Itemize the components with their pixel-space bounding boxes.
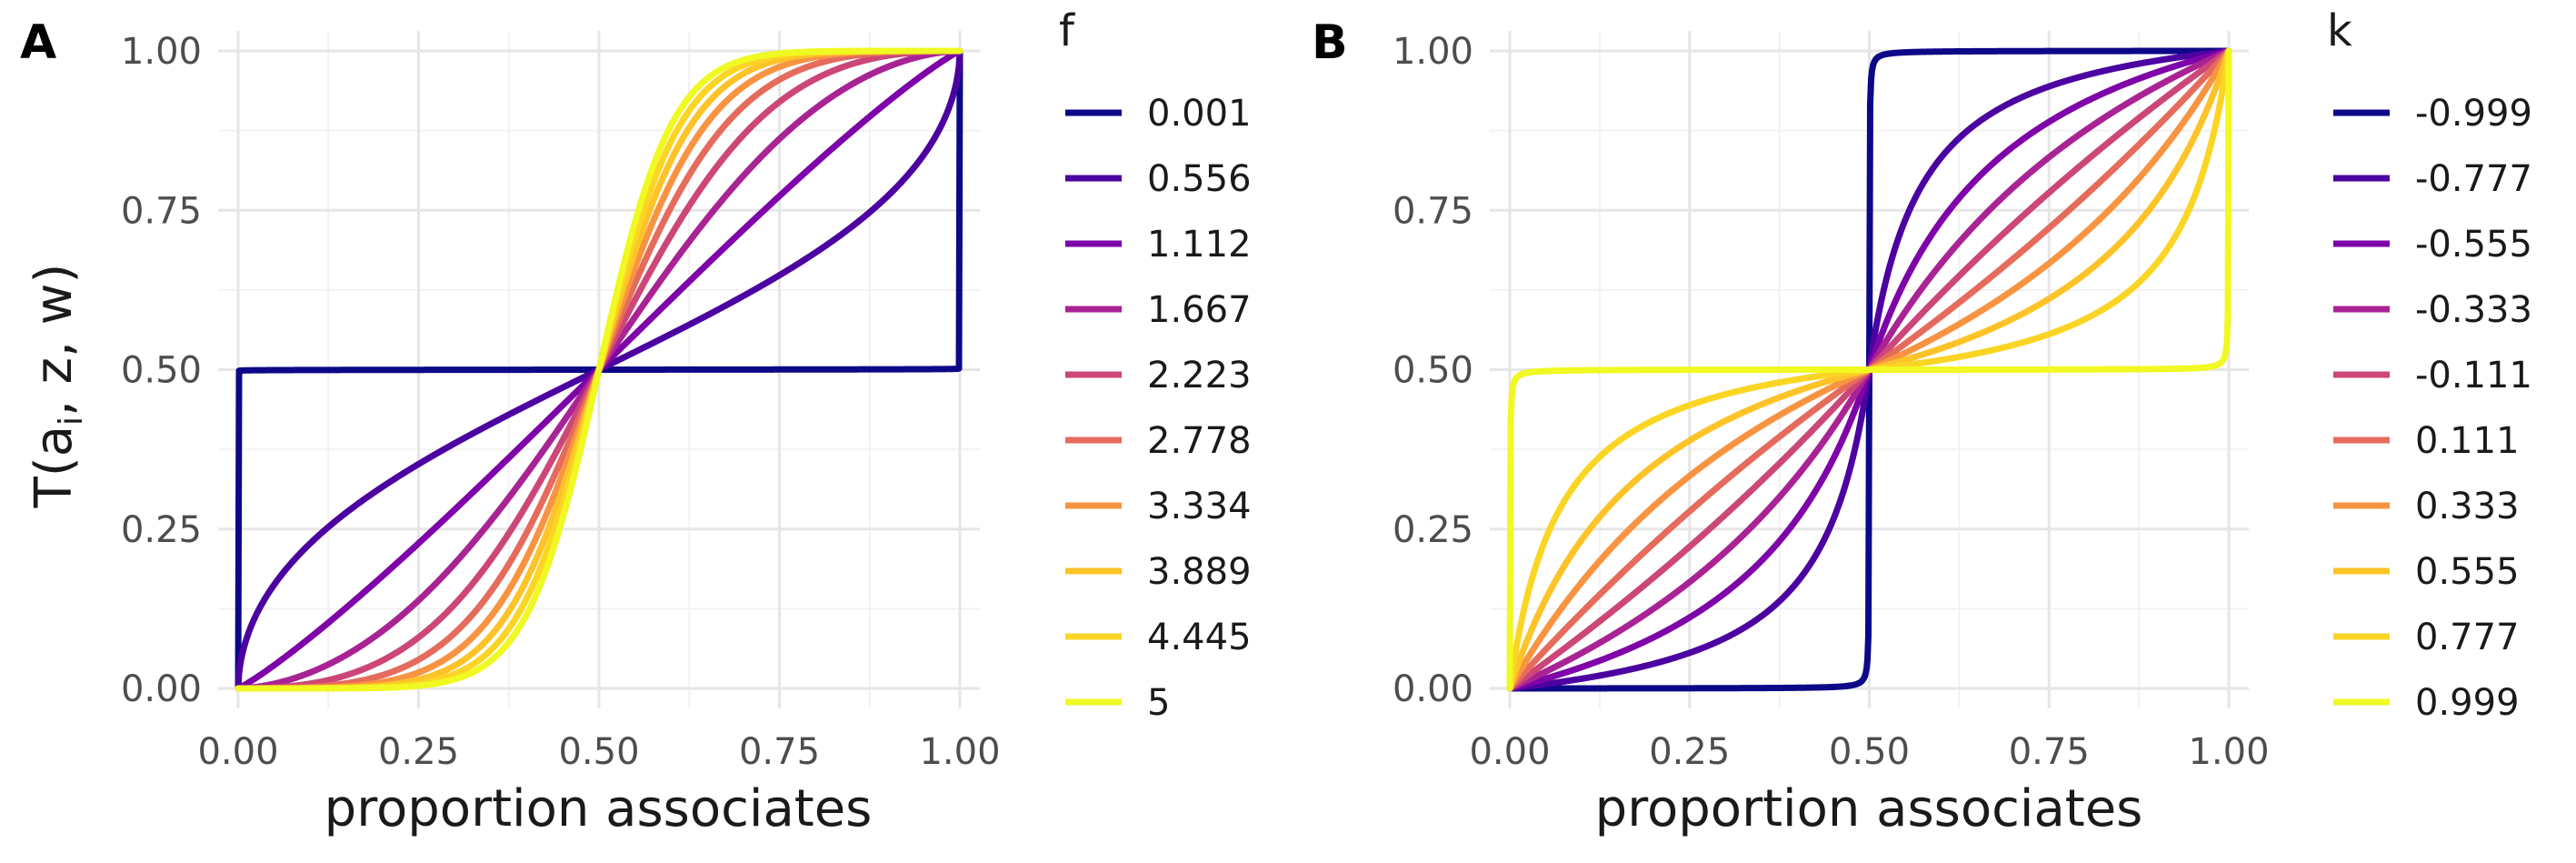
- panel-a-series: [235, 47, 964, 692]
- series-line-5: [235, 47, 964, 692]
- legend-label-0.777: 0.777: [2415, 617, 2520, 658]
- legend-label-5: 5: [1147, 682, 1170, 724]
- panel-b-legend: -0.999 -0.777 -0.555 -0.333 -0.111 0.111 0.333…: [2333, 93, 2532, 724]
- legend-label-3.334: 3.334: [1147, 486, 1252, 527]
- panel-b-y-ticks: 0.00 0.25 0.50 0.75 1.00: [1393, 31, 1473, 710]
- panel-a-y-ticks: 0.00 0.25 0.50 0.75 1.00: [121, 31, 202, 710]
- panel-a-y-axis-title: T(ai, z, w): [25, 264, 90, 509]
- x-tick-label: 0.00: [197, 731, 278, 773]
- y-tick-label: 0.25: [121, 509, 202, 551]
- panel-b-legend-title: k: [2327, 5, 2352, 56]
- legend-label-0.999: 0.999: [2415, 682, 2520, 724]
- y-tick-label: 0.00: [1393, 668, 1473, 710]
- panel-b-series: [1506, 47, 2232, 692]
- y-tick-label: 0.50: [121, 350, 202, 392]
- legend-label-1.112: 1.112: [1147, 224, 1252, 266]
- legend-label--0.999: -0.999: [2415, 93, 2532, 135]
- y-tick-label: 0.00: [121, 668, 202, 710]
- legend-label-2.223: 2.223: [1147, 355, 1252, 396]
- legend-label-4.445: 4.445: [1147, 617, 1252, 658]
- x-tick-label: 1.00: [919, 731, 1000, 773]
- x-tick-label: 1.00: [2188, 731, 2269, 773]
- x-tick-label: 0.75: [739, 731, 820, 773]
- panel-b-x-axis-title: proportion associates: [1595, 779, 2143, 838]
- x-tick-label: 0.75: [2009, 731, 2090, 773]
- panel-b: B proportion associates 0.00 0.25 0.50 0.75…: [1312, 5, 2532, 838]
- panel-b-x-ticks: 0.00 0.25 0.50 0.75 1.00: [1469, 731, 2269, 773]
- panel-a: A T(ai, z, w) proportion associates 0.00…: [20, 5, 1252, 838]
- panel-a-tag: A: [20, 15, 56, 70]
- y-tick-label: 1.00: [1393, 31, 1473, 73]
- legend-label-0.111: 0.111: [2415, 420, 2520, 462]
- y-tick-label: 1.00: [121, 31, 202, 73]
- series-line-0.999: [1506, 47, 2232, 692]
- x-tick-label: 0.50: [558, 731, 639, 773]
- legend-label-0.555: 0.555: [2415, 551, 2520, 593]
- panel-a-legend: 0.001 0.556 1.112 1.667 2.223 2.778 3.334 3.889…: [1065, 93, 1252, 724]
- x-tick-label: 0.25: [378, 731, 459, 773]
- y-tick-label: 0.75: [121, 190, 202, 232]
- y-tick-label: 0.50: [1393, 350, 1473, 392]
- x-tick-label: 0.25: [1649, 731, 1730, 773]
- y-tick-label: 0.75: [1393, 190, 1473, 232]
- legend-label--0.333: -0.333: [2415, 289, 2532, 331]
- x-tick-label: 0.50: [1829, 731, 1910, 773]
- legend-label-0.001: 0.001: [1147, 93, 1252, 135]
- panel-b-tag: B: [1312, 15, 1348, 70]
- legend-label-0.556: 0.556: [1147, 158, 1252, 200]
- y-tick-label: 0.25: [1393, 509, 1473, 551]
- x-tick-label: 0.00: [1469, 731, 1550, 773]
- legend-label-0.333: 0.333: [2415, 486, 2520, 527]
- legend-label--0.777: -0.777: [2415, 158, 2532, 200]
- legend-label--0.111: -0.111: [2415, 355, 2532, 396]
- legend-label-1.667: 1.667: [1147, 289, 1252, 331]
- panel-a-x-ticks: 0.00 0.25 0.50 0.75 1.00: [197, 731, 1000, 773]
- panel-a-x-axis-title: proportion associates: [324, 779, 873, 838]
- legend-label--0.555: -0.555: [2415, 224, 2532, 266]
- panel-a-legend-title: f: [1059, 5, 1075, 56]
- legend-label-3.889: 3.889: [1147, 551, 1252, 593]
- legend-label-2.778: 2.778: [1147, 420, 1252, 462]
